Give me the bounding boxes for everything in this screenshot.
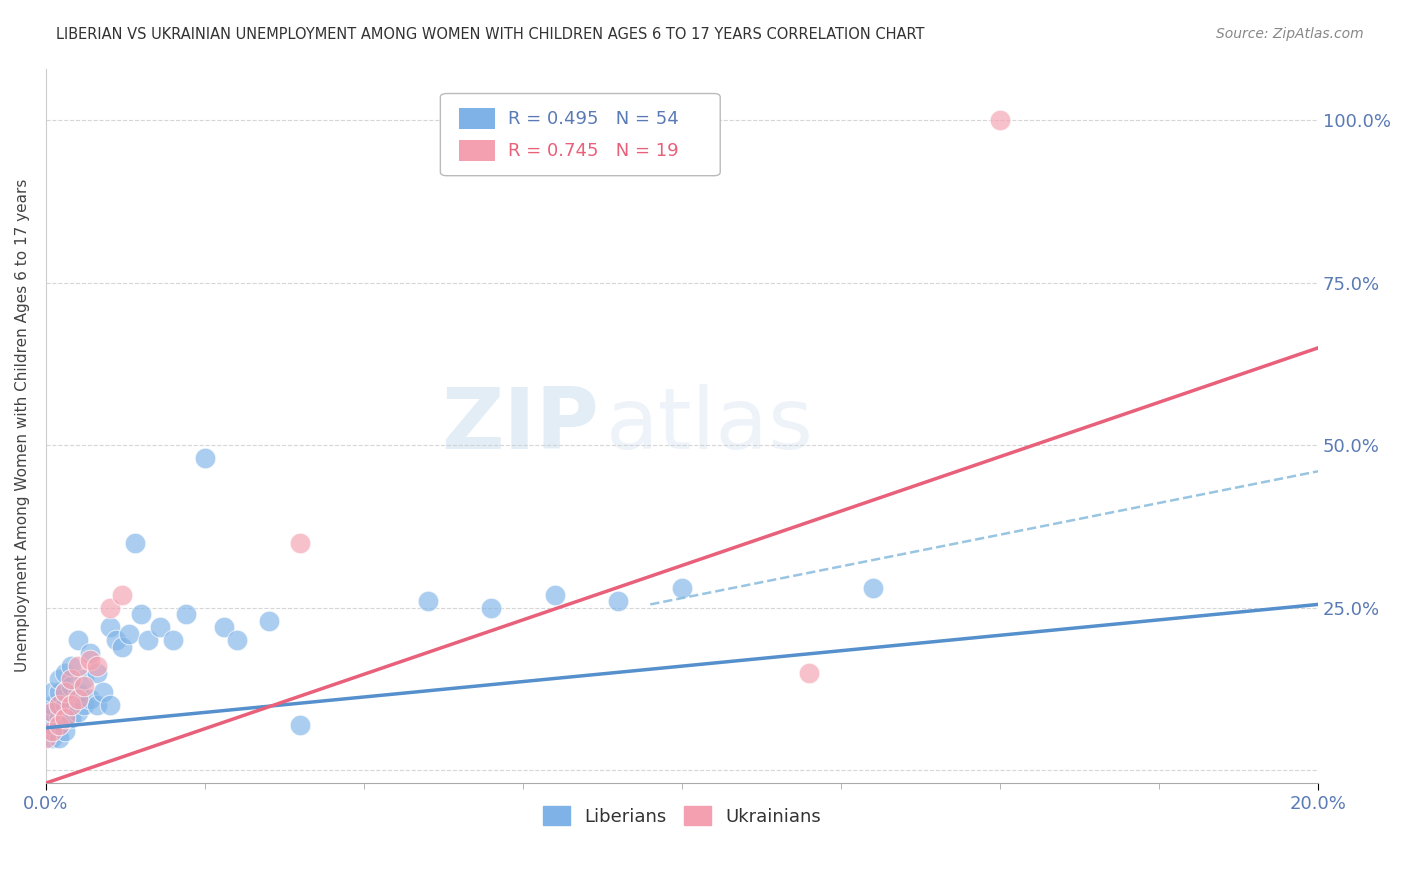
Point	[111, 640, 134, 654]
Point	[48, 717, 70, 731]
Point	[66, 691, 89, 706]
Text: ZIP: ZIP	[441, 384, 599, 467]
Point	[131, 607, 153, 622]
Point	[60, 698, 83, 712]
Y-axis label: Unemployment Among Women with Children Ages 6 to 17 years: Unemployment Among Women with Children A…	[15, 179, 30, 673]
Point	[53, 685, 76, 699]
Text: R = 0.495   N = 54: R = 0.495 N = 54	[508, 110, 679, 128]
Point	[60, 672, 83, 686]
Point	[479, 600, 502, 615]
Point	[162, 633, 184, 648]
Point	[79, 691, 101, 706]
Point	[862, 581, 884, 595]
Point	[73, 679, 96, 693]
Point	[149, 620, 172, 634]
Point	[225, 633, 247, 648]
Point	[41, 717, 63, 731]
Point	[53, 711, 76, 725]
Point	[48, 711, 70, 725]
Point	[48, 698, 70, 712]
Point	[416, 594, 439, 608]
Point	[48, 698, 70, 712]
Point	[41, 705, 63, 719]
Text: Source: ZipAtlas.com: Source: ZipAtlas.com	[1216, 27, 1364, 41]
Point	[174, 607, 197, 622]
Point	[79, 646, 101, 660]
Point	[124, 535, 146, 549]
Point	[111, 588, 134, 602]
Point	[41, 705, 63, 719]
Point	[671, 581, 693, 595]
Point	[35, 731, 58, 745]
Bar	[460, 108, 495, 129]
Point	[290, 717, 312, 731]
Text: atlas: atlas	[606, 384, 814, 467]
Text: R = 0.745   N = 19: R = 0.745 N = 19	[508, 142, 678, 160]
Point	[988, 113, 1011, 128]
Point	[257, 614, 280, 628]
Point	[136, 633, 159, 648]
Point	[86, 659, 108, 673]
Point	[98, 698, 121, 712]
Point	[799, 665, 821, 680]
Text: LIBERIAN VS UKRAINIAN UNEMPLOYMENT AMONG WOMEN WITH CHILDREN AGES 6 TO 17 YEARS : LIBERIAN VS UKRAINIAN UNEMPLOYMENT AMONG…	[56, 27, 925, 42]
Point	[53, 665, 76, 680]
Point	[41, 685, 63, 699]
Point	[73, 698, 96, 712]
Point	[98, 600, 121, 615]
Point	[53, 685, 76, 699]
Point	[35, 724, 58, 739]
Point	[290, 535, 312, 549]
Point	[66, 633, 89, 648]
Point	[79, 652, 101, 666]
Bar	[460, 140, 495, 161]
Point	[60, 698, 83, 712]
Point	[66, 685, 89, 699]
Point	[60, 711, 83, 725]
FancyBboxPatch shape	[440, 94, 720, 176]
Point	[66, 705, 89, 719]
Point	[194, 451, 217, 466]
Point	[48, 717, 70, 731]
Point	[86, 698, 108, 712]
Point	[48, 685, 70, 699]
Point	[118, 626, 141, 640]
Point	[66, 659, 89, 673]
Point	[60, 659, 83, 673]
Point	[35, 711, 58, 725]
Point	[544, 588, 567, 602]
Point	[607, 594, 630, 608]
Point	[60, 679, 83, 693]
Point	[41, 724, 63, 739]
Point	[53, 698, 76, 712]
Legend: Liberians, Ukrainians: Liberians, Ukrainians	[533, 797, 831, 835]
Point	[48, 731, 70, 745]
Point	[104, 633, 127, 648]
Point	[212, 620, 235, 634]
Point	[98, 620, 121, 634]
Point	[91, 685, 114, 699]
Point	[41, 698, 63, 712]
Point	[53, 724, 76, 739]
Point	[53, 711, 76, 725]
Point	[86, 665, 108, 680]
Point	[48, 672, 70, 686]
Point	[41, 731, 63, 745]
Point	[73, 672, 96, 686]
